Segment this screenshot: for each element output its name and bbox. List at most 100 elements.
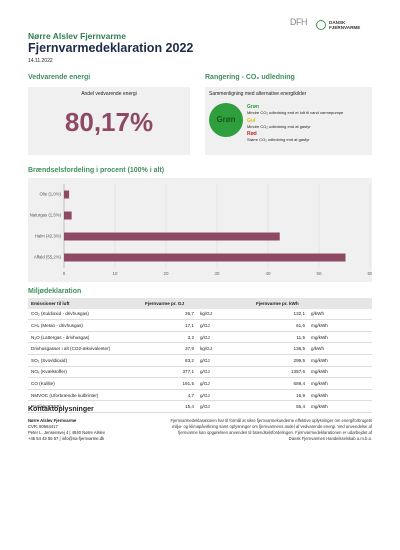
legend-name: Grøn xyxy=(247,104,259,110)
table-cell: CO₂ (Kuldioxid - drivhusgas) xyxy=(28,308,142,321)
table-cell: 11,5 xyxy=(253,331,309,344)
table-cell: NMVOC (Uforbrændte kulbrinter) xyxy=(28,389,142,402)
logo-icon xyxy=(316,20,326,30)
table-cell: mg/kWh xyxy=(308,400,373,413)
bar xyxy=(64,190,70,199)
ranking-badge: Grøn xyxy=(209,103,243,137)
table-cell: g/GJ xyxy=(197,354,254,367)
x-tick-label: 60 xyxy=(367,271,372,276)
table-row: NMVOC (Uforbrændte kulbrinter) 4,7 g/GJ 16,… xyxy=(28,389,373,402)
emissions-table: Emissioner til luft Fjernvarme pr. GJ Fj… xyxy=(28,298,373,413)
table-cell: mg/kWh xyxy=(308,377,373,390)
table-cell: 191,5 xyxy=(142,377,197,390)
contact-info: Nørre Alslev Fjernvarme CVR: 80584417 Pete… xyxy=(28,418,105,442)
chart-title: Brændselsfordeling i procent (100% i alt… xyxy=(28,167,165,174)
chart: 0 10 20 30 40 50 60 Olie (1,0%) Naturgas (1,5%) H… xyxy=(28,178,372,282)
x-tick-label: 40 xyxy=(265,271,271,276)
table-cell: 689,4 xyxy=(253,377,309,390)
table-cell: 37,9 xyxy=(142,342,197,355)
bar xyxy=(64,253,346,262)
table-cell: mg/kWh xyxy=(308,319,373,332)
table-cell: 132,1 xyxy=(253,308,309,321)
table-cell: g/GJ xyxy=(197,319,254,332)
table-cell: 15,4 xyxy=(142,400,197,413)
table-row: N₂O (Lattergas - drivhusgas) 3,2 g/GJ 11,5 m… xyxy=(28,331,373,344)
table-cell: g/GJ xyxy=(197,377,254,390)
table-cell: CH₄ (Metan - drivhusgas) xyxy=(28,319,142,332)
column-header: Fjernvarme pr. GJ xyxy=(142,298,254,309)
table-row: NOₓ (Kvælstoffer) 377,1 g/GJ 1357,6 mg/kWh xyxy=(28,366,373,379)
table-cell: 61,6 xyxy=(253,319,309,332)
table-cell: g/GJ xyxy=(197,389,254,402)
legend-text: Større CO₂ udledning end at gasfyr xyxy=(247,137,310,142)
table-cell: g/GJ xyxy=(197,400,254,413)
legend-name: Rød xyxy=(247,131,257,137)
table-cell: mg/kWh xyxy=(308,354,373,367)
section-heading: Kontaktoplysninger xyxy=(28,406,94,413)
table-cell: CO (Kulilte) xyxy=(28,377,142,390)
y-tick-label: Affald (55,2%) xyxy=(34,255,62,260)
section-heading: Miljødeklaration xyxy=(28,288,82,295)
table-cell: kg/GJ xyxy=(197,342,254,355)
contact-line: Peter L. Jensensvej 4 | 4840 Nørre Alsle… xyxy=(28,430,105,435)
renewable-box: Andel vedvarende energi 80,17% xyxy=(28,87,190,155)
table-row: Drivhusgasser i alt (CO2-ækvivalenter) 37… xyxy=(28,342,373,355)
contact-line: +45 54 43 55 57 | info@na-fjernvarme.dk xyxy=(28,436,105,441)
legend-text: Mindre CO₂ udledning end at gasfyr xyxy=(247,123,311,129)
disclaimer: Fjernvarmedeklarationen har til formål a… xyxy=(170,418,373,441)
table-cell: mg/kWh xyxy=(308,331,373,344)
y-tick-label: Naturgas (1,5%) xyxy=(30,213,62,218)
x-tick-label: 30 xyxy=(214,271,220,276)
x-tick-label: 20 xyxy=(163,271,169,276)
table-cell: mg/kWh xyxy=(308,389,373,402)
table-row: CO₂ (Kuldioxid - drivhusgas) 36,7 kg/GJ 132… xyxy=(28,308,373,321)
renewable-value: 80,17% xyxy=(64,107,154,137)
logo-dansk-fjernvarme: DANSK FJERNVARME xyxy=(329,20,361,30)
table-cell: NOₓ (Kvælstoffer) xyxy=(28,366,142,379)
table-row: CH₄ (Metan - drivhusgas) 17,1 g/GJ 61,6 mg/k… xyxy=(28,319,373,332)
table-cell: 55,4 xyxy=(253,400,309,413)
company-name: Nørre Alslev Fjernvarme xyxy=(28,31,126,41)
section-heading: Vedvarende energi xyxy=(28,74,91,81)
contact-line: Nørre Alslev Fjernvarme xyxy=(28,418,77,423)
table-cell: N₂O (Lattergas - drivhusgas) xyxy=(28,331,142,344)
ranking-box: Sammenligning med alternative energikild… xyxy=(205,87,372,155)
renewable-label: Andel vedvarende energi xyxy=(81,91,137,97)
table-cell: 36,7 xyxy=(142,308,197,321)
chart-background xyxy=(28,178,372,282)
table-cell: SO₂ (Svovldioxid) xyxy=(28,354,142,367)
date: 14.11.2022 xyxy=(28,58,53,64)
table-cell: 136,5 xyxy=(253,342,309,355)
column-header: Emissioner til luft xyxy=(28,298,142,309)
table-row: CO (Kulilte) 191,5 g/GJ 689,4 mg/kWh xyxy=(28,377,373,390)
table-row: SO₂ (Svovldioxid) 83,2 g/GJ 299,5 mg/kWh xyxy=(28,354,373,367)
document-title: Fjernvarmedeklaration 2022 xyxy=(28,41,194,55)
legend-text: Mindre CO₂ udledning end et luft til van… xyxy=(247,110,344,115)
contact-line: CVR: 80584417 xyxy=(28,424,58,429)
table-cell: g/GJ xyxy=(197,331,254,344)
y-tick-label: Halm (42,3%) xyxy=(35,234,62,239)
table-cell: 377,1 xyxy=(142,366,197,379)
y-tick-label: Olie (1,0%) xyxy=(40,192,62,197)
table-cell: g/GJ xyxy=(197,366,254,379)
x-tick-label: 0 xyxy=(63,271,66,276)
logo-dfh: DFH xyxy=(290,17,308,27)
column-header: Fjernvarme pr. kWh xyxy=(253,298,373,309)
table-cell: 1357,6 xyxy=(253,366,309,379)
legend-name: Gul xyxy=(247,117,256,124)
x-tick-label: 10 xyxy=(112,271,118,276)
table-cell: Partikler (TSP) xyxy=(28,400,142,413)
table-cell: g/kWh xyxy=(308,342,373,355)
table-cell: 17,1 xyxy=(142,319,197,332)
table-cell: 16,9 xyxy=(253,389,309,402)
ranking-legend: Grøn Mindre CO₂ udledning end et luft til… xyxy=(247,104,369,145)
table-cell: 299,5 xyxy=(253,354,309,367)
table-cell: Drivhusgasser i alt (CO2-ækvivalenter) xyxy=(28,342,142,355)
table-cell: 83,2 xyxy=(142,354,197,367)
bar xyxy=(64,232,280,241)
ranking-subtitle: Sammenligning med alternative energikild… xyxy=(209,91,307,97)
table-cell: mg/kWh xyxy=(308,366,373,379)
table-cell: 4,7 xyxy=(142,389,197,402)
section-heading: Rangering - CO₂ udledning xyxy=(205,74,295,81)
